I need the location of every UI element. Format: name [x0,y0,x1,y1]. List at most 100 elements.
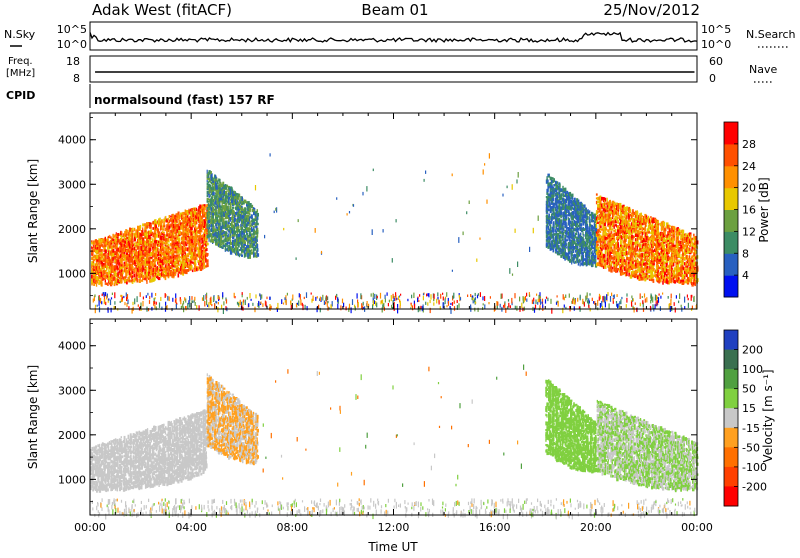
power-echo-cell [617,268,619,271]
power-echo-cell [154,245,156,249]
power-echo-cell [548,198,550,201]
power-echo-cell [586,221,587,224]
power-echo-cell [124,279,126,282]
freq-label: Freq. [8,56,33,67]
power-echo-cell [152,248,154,251]
power-echo-cell [635,246,637,249]
power-echo-cell [101,249,103,251]
power-echo-cell [137,262,139,265]
power-echo-cell [242,224,243,226]
power-echo-cell [575,206,577,210]
power-echo-cell [563,216,564,219]
power-echo-cell [225,184,227,187]
power-echo-cell [596,201,597,205]
power-echo-cell [121,257,122,261]
power-echo-cell [247,241,248,245]
power-echo-cell [132,279,134,282]
power-echo-cell [193,233,194,237]
power-echo-cell [587,231,589,234]
power-echo-cell [249,250,251,252]
power-echo-cell [610,202,611,206]
power-echo-cell [105,279,106,282]
power-echo-cell [582,254,584,258]
power-echo-cell [566,191,568,194]
power-echo-cell [145,247,146,252]
power-echo-cell [246,233,248,235]
power-echo-cell [146,279,147,284]
power-echo-cell [566,246,567,248]
power-echo-cell [150,266,152,268]
power-echo-cell [192,270,194,273]
power-echo-cell [158,224,159,227]
power-echo-cell [132,275,134,278]
power-echo-cell [234,191,235,194]
power-echo-cell [217,180,219,184]
power-echo-cell [106,272,108,275]
power-echo-cell [557,240,558,244]
power-echo-cell [589,256,590,260]
power-echo-cell [196,257,198,260]
power-echo-cell [140,279,141,283]
power-echo-cell [146,222,148,226]
power-echo-cell [117,248,119,252]
power-echo-cell [200,265,201,268]
power-echo-cell [148,257,150,261]
nsky-tick-top: 10^5 [57,23,87,36]
power-echo-cell [252,233,253,235]
power-echo-cell [550,247,552,250]
power-echo-cell [223,200,224,203]
power-echo-cell [638,233,640,235]
power-echo-cell [238,220,239,223]
power-echo-cell [553,230,554,232]
power-echo-cell [223,212,224,216]
power-echo-cell [211,238,212,242]
power-echo-cell [146,252,147,255]
power-echo-cell [560,193,562,197]
power-echo-cell [569,225,570,228]
power-echo-cell [207,198,209,200]
power-echo-cell [209,211,211,213]
power-echo-cell [568,217,569,220]
power-echo-cell [168,253,170,257]
power-echo-cell [586,224,588,227]
power-echo-cell [253,253,255,257]
power-echo-cell [587,209,588,213]
power-echo-cell [200,243,201,247]
power-echo-cell [183,229,184,233]
power-echo-cell [178,246,179,248]
power-echo-cell [639,235,640,239]
power-echo-cell [212,241,214,244]
power-echo-cell [569,259,571,263]
power-echo-cell [163,232,165,235]
power-echo-cell [639,243,640,246]
power-echo-cell [192,250,194,253]
power-echo-cell [631,240,632,243]
power-echo-cell [247,235,248,238]
power-echo-cell [200,255,201,258]
power-echo-cell [618,211,620,214]
power-echo-cell [605,226,607,230]
power-echo-cell [173,236,175,239]
power-echo-cell [105,247,106,249]
power-echo-cell [114,269,115,272]
power-echo-cell [154,277,156,281]
power-echo-cell [565,230,566,232]
power-echo-cell [204,237,205,241]
power-echo-cell [576,225,578,228]
power-echo-cell [252,215,253,219]
power-echo-cell [163,221,165,225]
power-echo-cell [550,204,551,208]
power-echo-cell [150,234,152,236]
power-echo-cell [141,239,142,244]
power-echo-cell [154,261,155,265]
power-echo-cell [196,216,198,219]
power-echo-cell [176,220,177,223]
power-echo-cell [152,255,154,258]
power-echo-cell [257,253,260,257]
power-echo-cell [99,257,101,260]
beam-label: Beam 01 [361,1,428,19]
power-echo-cell [234,235,236,237]
power-echo-cell [234,196,235,201]
power-echo-cell [610,241,612,245]
power-echo-cell [569,257,570,260]
